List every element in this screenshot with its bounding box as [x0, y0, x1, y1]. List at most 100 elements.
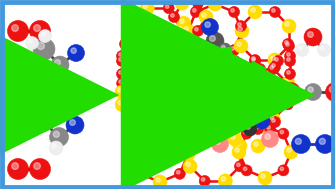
Circle shape: [120, 39, 131, 50]
Circle shape: [232, 58, 235, 61]
Circle shape: [255, 64, 266, 74]
Circle shape: [125, 147, 139, 161]
Circle shape: [52, 144, 56, 148]
Circle shape: [175, 24, 189, 38]
Circle shape: [251, 8, 255, 12]
Circle shape: [295, 138, 302, 144]
Circle shape: [34, 86, 41, 92]
Circle shape: [249, 110, 253, 114]
Circle shape: [118, 88, 122, 92]
Circle shape: [169, 99, 179, 110]
Circle shape: [171, 88, 182, 99]
Circle shape: [162, 87, 168, 92]
Circle shape: [27, 123, 41, 137]
Circle shape: [265, 134, 270, 139]
Circle shape: [198, 63, 212, 77]
Circle shape: [284, 56, 295, 67]
FancyArrowPatch shape: [221, 60, 267, 102]
Circle shape: [231, 97, 245, 111]
Circle shape: [234, 66, 246, 77]
Circle shape: [180, 19, 184, 24]
Circle shape: [208, 51, 222, 65]
Circle shape: [169, 12, 180, 22]
Circle shape: [175, 101, 190, 116]
Circle shape: [198, 124, 212, 138]
Circle shape: [194, 128, 200, 134]
Circle shape: [119, 53, 122, 56]
Circle shape: [144, 57, 147, 60]
Circle shape: [250, 54, 261, 66]
Circle shape: [67, 44, 84, 61]
Circle shape: [155, 65, 159, 68]
Circle shape: [71, 48, 76, 53]
Circle shape: [262, 100, 266, 104]
Circle shape: [249, 116, 253, 119]
Circle shape: [170, 53, 181, 64]
Circle shape: [246, 107, 260, 121]
Circle shape: [177, 131, 180, 134]
Circle shape: [214, 53, 225, 64]
Circle shape: [234, 39, 248, 53]
Circle shape: [135, 168, 146, 179]
Circle shape: [287, 148, 291, 152]
Circle shape: [251, 139, 265, 153]
Circle shape: [270, 66, 274, 69]
Circle shape: [173, 114, 184, 125]
Circle shape: [278, 128, 289, 139]
Circle shape: [137, 131, 140, 134]
Circle shape: [243, 114, 257, 128]
Circle shape: [258, 171, 272, 185]
Circle shape: [153, 175, 167, 189]
Circle shape: [29, 159, 51, 180]
Circle shape: [207, 128, 210, 131]
Circle shape: [178, 0, 182, 3]
Circle shape: [278, 165, 289, 176]
Circle shape: [283, 40, 294, 51]
Circle shape: [228, 93, 232, 97]
Circle shape: [178, 27, 182, 31]
Circle shape: [7, 81, 28, 102]
Circle shape: [281, 77, 295, 91]
Circle shape: [275, 58, 278, 61]
Circle shape: [181, 147, 195, 161]
Circle shape: [287, 71, 290, 74]
Circle shape: [175, 66, 186, 77]
Circle shape: [199, 175, 210, 186]
Circle shape: [217, 129, 220, 132]
Circle shape: [195, 28, 198, 31]
Circle shape: [218, 174, 232, 188]
Circle shape: [228, 6, 240, 17]
Circle shape: [228, 132, 242, 146]
Circle shape: [219, 72, 229, 83]
Circle shape: [164, 115, 176, 126]
Circle shape: [55, 60, 60, 65]
Circle shape: [178, 105, 182, 109]
Circle shape: [154, 116, 159, 120]
Circle shape: [53, 71, 57, 75]
Circle shape: [198, 117, 212, 131]
Circle shape: [181, 41, 184, 45]
Circle shape: [285, 41, 288, 44]
Circle shape: [133, 64, 138, 68]
Circle shape: [12, 25, 18, 31]
Circle shape: [143, 4, 147, 9]
Circle shape: [29, 20, 51, 42]
Circle shape: [149, 121, 160, 132]
Circle shape: [175, 113, 185, 123]
Circle shape: [49, 141, 63, 155]
Circle shape: [169, 79, 172, 82]
Circle shape: [12, 163, 18, 169]
Circle shape: [286, 43, 289, 46]
Circle shape: [30, 126, 34, 130]
Circle shape: [167, 118, 170, 121]
Circle shape: [202, 121, 205, 124]
Circle shape: [305, 84, 322, 101]
Circle shape: [34, 163, 41, 169]
Circle shape: [127, 18, 138, 29]
Circle shape: [201, 66, 205, 70]
Circle shape: [129, 20, 132, 23]
Circle shape: [228, 91, 238, 99]
Circle shape: [174, 129, 185, 140]
Circle shape: [221, 75, 224, 78]
Circle shape: [236, 21, 247, 32]
